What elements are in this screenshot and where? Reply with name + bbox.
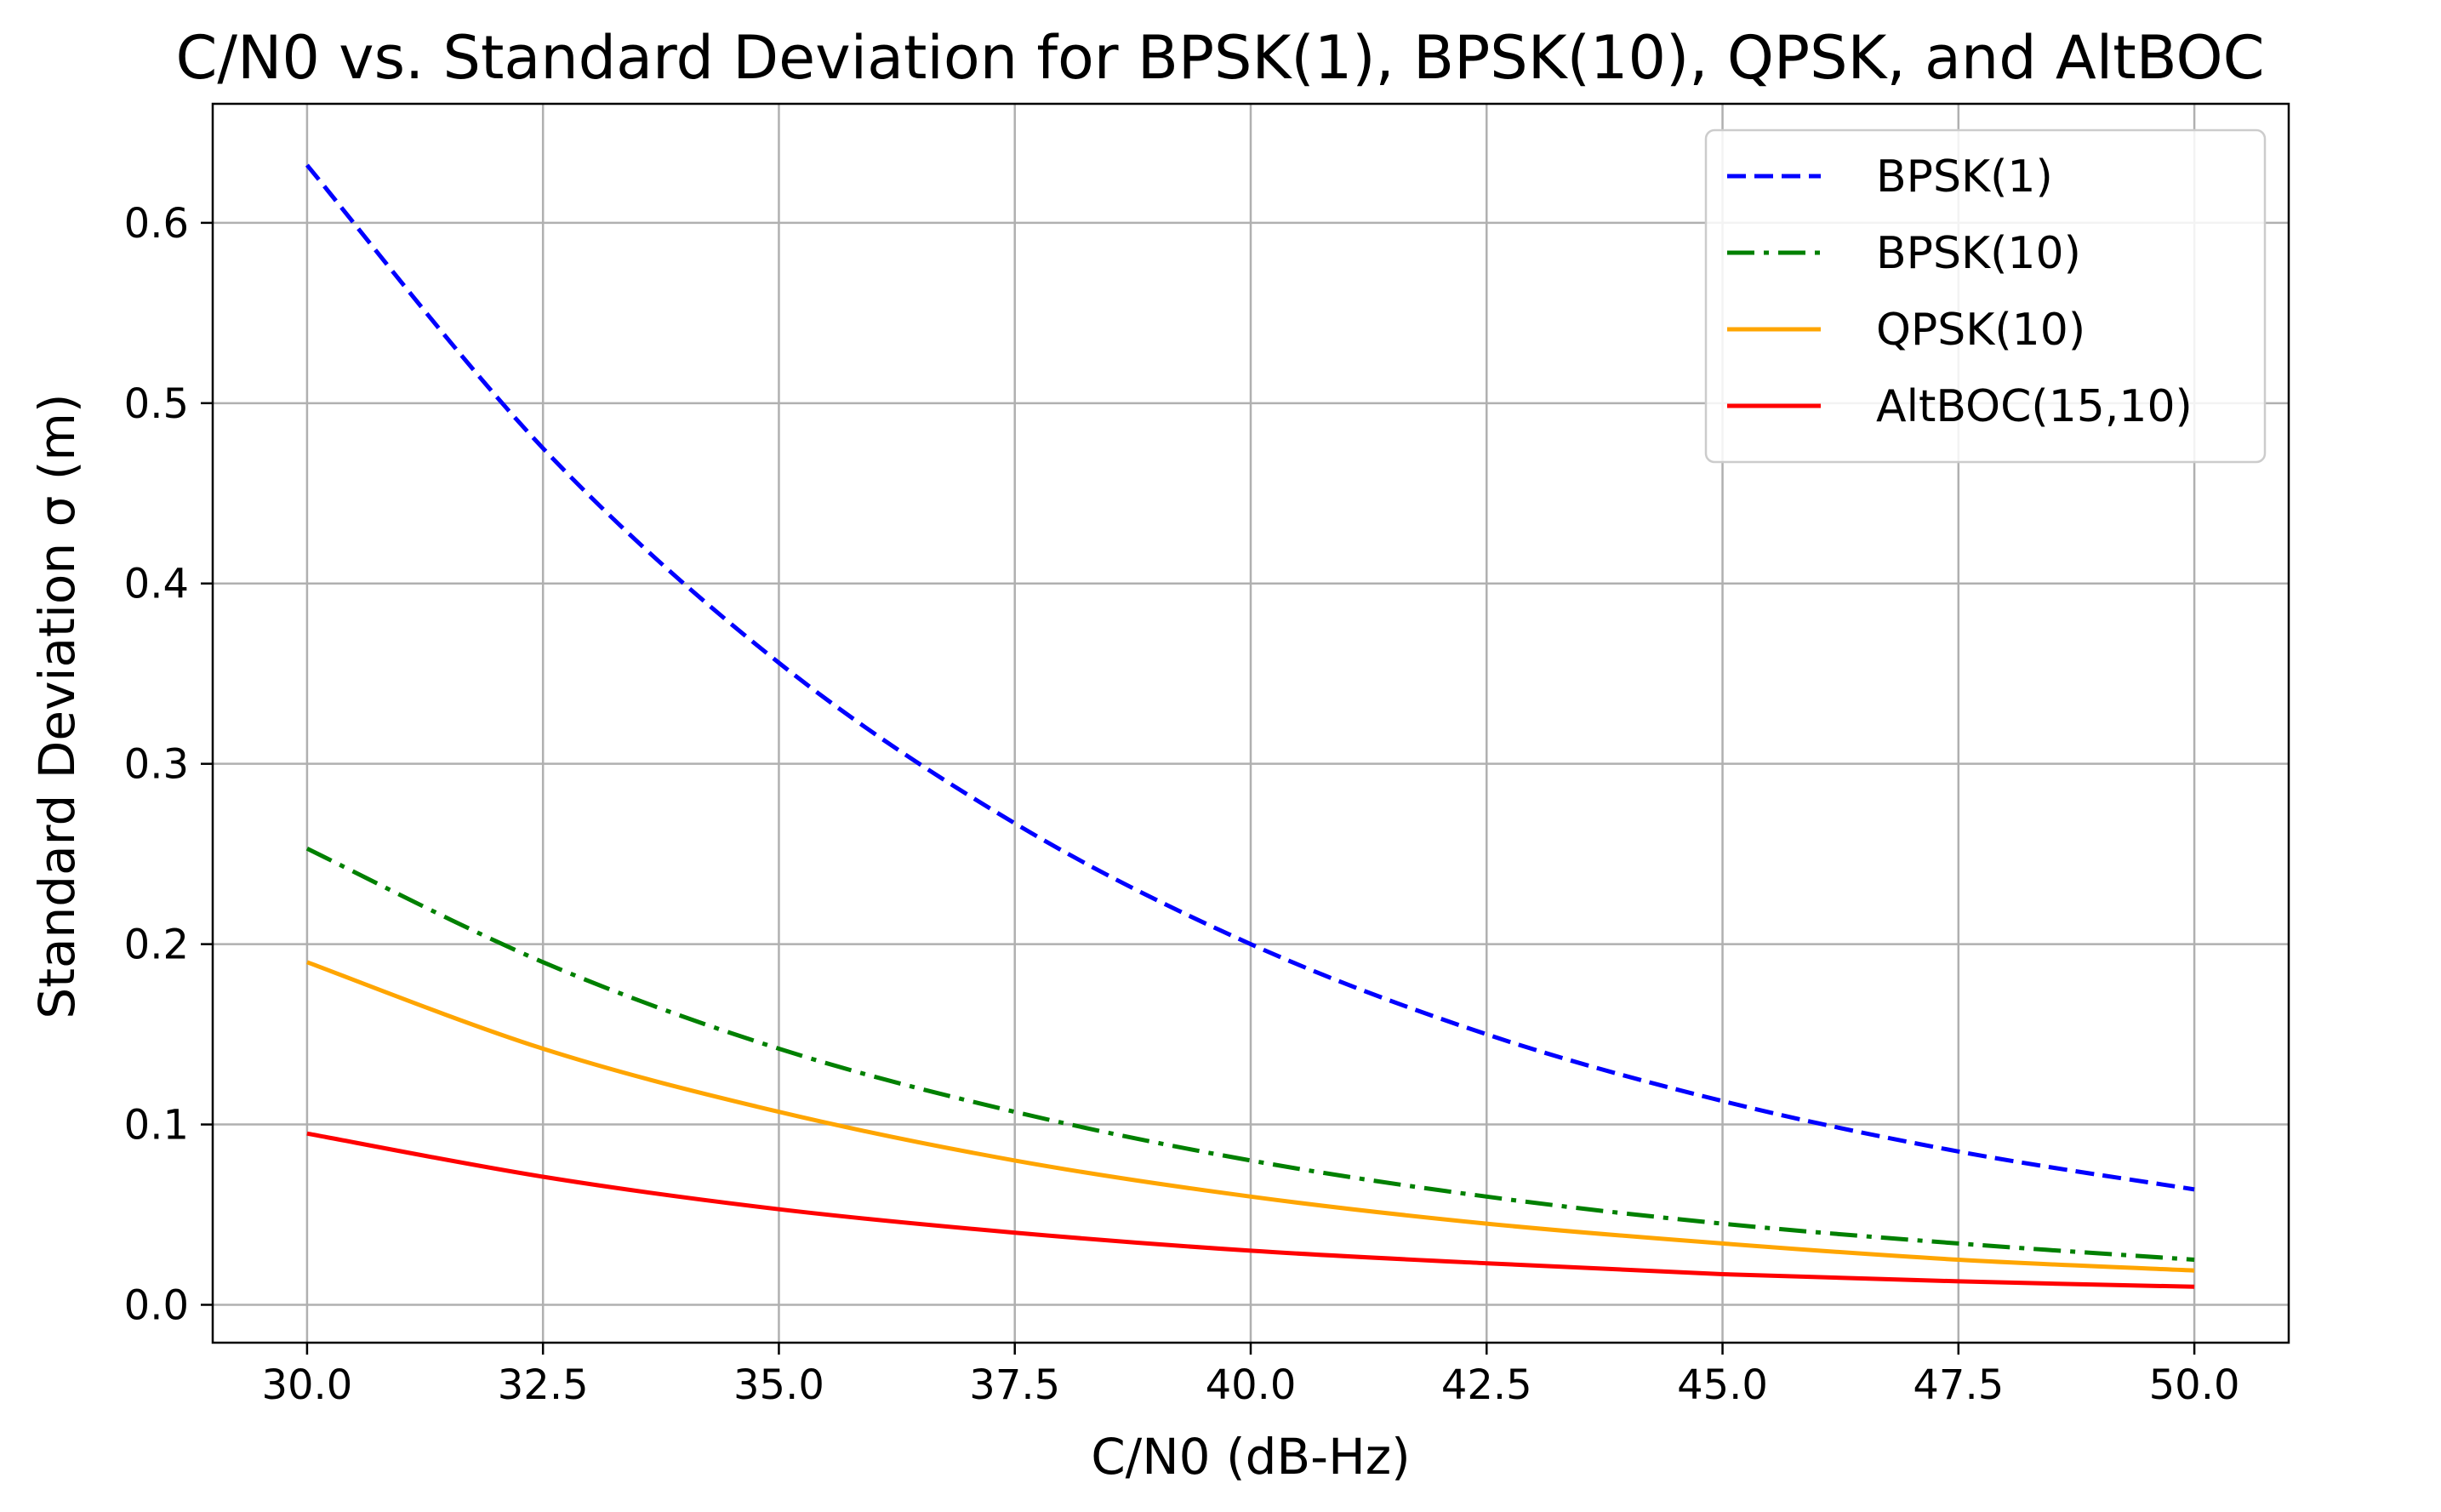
chart-title: C/N0 vs. Standard Deviation for BPSK(1),… bbox=[176, 23, 2265, 93]
y-tick-label: 0.6 bbox=[124, 200, 189, 248]
x-tick-label: 40.0 bbox=[1206, 1361, 1297, 1409]
y-axis-label: Standard Deviation σ (m) bbox=[28, 393, 86, 1018]
legend-label: AltBOC(15,10) bbox=[1876, 381, 2193, 432]
x-tick-label: 35.0 bbox=[733, 1361, 824, 1409]
y-tick-label: 0.0 bbox=[124, 1281, 189, 1329]
series-line-bpsk-10 bbox=[305, 847, 2195, 1262]
x-tick-label: 37.5 bbox=[969, 1361, 1060, 1409]
series-layer bbox=[305, 163, 2195, 1289]
y-tick-label: 0.2 bbox=[124, 921, 189, 969]
x-tick-label: 32.5 bbox=[498, 1361, 589, 1409]
y-tick-label: 0.5 bbox=[124, 380, 189, 428]
legend-label: QPSK(10) bbox=[1876, 305, 2085, 356]
legend: BPSK(1) BPSK(10) QPSK(10) AltBOC(15,10) bbox=[1704, 128, 2267, 464]
legend-box bbox=[1704, 128, 2267, 464]
series-line-bpsk-1 bbox=[305, 163, 2195, 1192]
y-tick-label: 0.4 bbox=[124, 561, 189, 608]
series-line-altboc-15-10 bbox=[306, 1131, 2195, 1289]
x-tick-label: 45.0 bbox=[1677, 1361, 1768, 1409]
y-tick-label: 0.3 bbox=[124, 741, 189, 789]
x-tick-label: 30.0 bbox=[261, 1361, 352, 1409]
series-line-qpsk-10 bbox=[306, 960, 2195, 1273]
x-tick-label: 42.5 bbox=[1441, 1361, 1532, 1409]
x-axis-label: C/N0 (dB-Hz) bbox=[1091, 1428, 1411, 1486]
legend-label: BPSK(10) bbox=[1876, 228, 2081, 279]
y-axis: 0.0 0.1 0.2 0.3 0.4 0.5 0.6 bbox=[124, 200, 213, 1329]
x-axis: 30.0 32.5 35.0 37.5 40.0 42.5 45.0 47.5 50.0 bbox=[261, 1343, 2240, 1409]
legend-label: BPSK(1) bbox=[1876, 151, 2053, 203]
y-tick-label: 0.1 bbox=[124, 1102, 189, 1150]
x-tick-label: 50.0 bbox=[2149, 1361, 2240, 1409]
x-tick-label: 47.5 bbox=[1913, 1361, 2004, 1409]
